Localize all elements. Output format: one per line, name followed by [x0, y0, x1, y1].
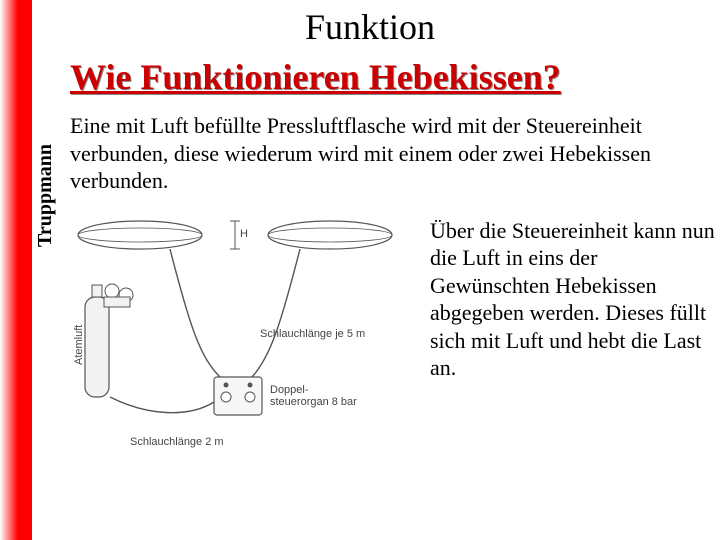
control-port-2: [248, 382, 253, 387]
control-unit-label-1: Doppel-: [270, 384, 309, 396]
cylinder-label: Atemluft: [73, 324, 85, 364]
control-unit-label-2: steuerorgan 8 bar: [270, 396, 357, 408]
vertical-label: Truppmann: [34, 143, 57, 246]
hose-left: [170, 249, 220, 377]
height-marker-label: H: [240, 228, 248, 240]
cushion-right-inner: [268, 228, 392, 242]
control-dial-1: [221, 392, 231, 402]
left-accent-band: [0, 0, 32, 540]
gas-cylinder: [85, 297, 109, 397]
intro-paragraph: Eine mit Luft befüllte Pressluftflasche …: [70, 112, 690, 195]
page-title: Funktion: [100, 6, 640, 48]
side-paragraph: Über die Steuereinheit kann nun die Luft…: [430, 217, 720, 382]
regulator-body: [104, 297, 130, 307]
regulator-gauge-1: [105, 284, 119, 298]
hebekissen-diagram: H Schlauchlänge je 5 m Atemluft Doppel- …: [70, 207, 410, 467]
bottom-hose-label: Schlauchlänge 2 m: [130, 436, 224, 448]
main-heading: Wie Funktionieren Hebekissen?: [70, 56, 720, 98]
control-dial-2: [245, 392, 255, 402]
control-port-1: [224, 382, 229, 387]
hose-right: [252, 249, 300, 377]
cushion-left-inner: [78, 228, 202, 242]
hose-bottom: [110, 397, 214, 413]
lower-section: Truppmann H Schlauchlänge je 5 m Atemluf…: [70, 207, 710, 477]
slide-content: Funktion Wie Funktionieren Hebekissen? E…: [40, 0, 720, 540]
hose-length-label: Schlauchlänge je 5 m: [260, 328, 365, 340]
cushion-left: [78, 221, 202, 249]
cylinder-valve: [92, 285, 102, 297]
cushion-right: [268, 221, 392, 249]
